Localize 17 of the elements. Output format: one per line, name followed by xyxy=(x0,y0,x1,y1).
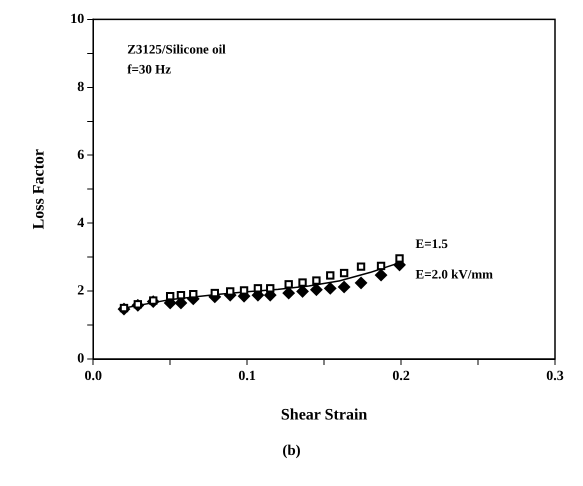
y-tick-label: 0 xyxy=(77,352,84,367)
x-tick-label: 0.1 xyxy=(238,369,256,384)
y-tick-label: 6 xyxy=(77,148,84,163)
series-label: E=1.5 xyxy=(416,236,448,251)
y-tick-label: 2 xyxy=(77,284,84,299)
annotation: Z3125/Silicone oil xyxy=(127,41,226,56)
x-axis-title: Shear Strain xyxy=(280,406,368,424)
y-tick-label: 8 xyxy=(77,80,84,95)
text: (b) xyxy=(281,443,302,460)
annotation: f=30 Hz xyxy=(127,61,172,76)
x-tick-label: 0.3 xyxy=(546,369,564,384)
y-tick-label: 4 xyxy=(77,216,84,231)
y-axis-title: Loss Factor xyxy=(30,148,48,230)
y-tick-label: 10 xyxy=(70,12,84,28)
x-tick-label: 0.2 xyxy=(392,369,410,384)
series-label: E=2.0 kV/mm xyxy=(416,266,494,282)
x-tick-label: 0.0 xyxy=(84,369,102,384)
